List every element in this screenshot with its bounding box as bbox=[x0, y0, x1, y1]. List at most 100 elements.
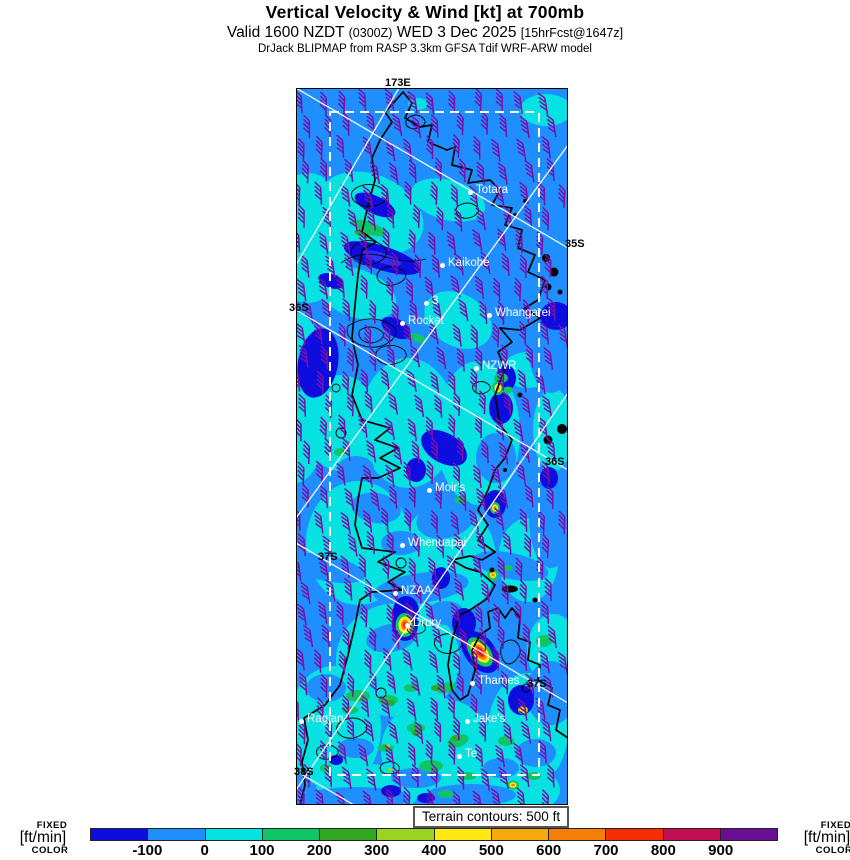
wind-barb bbox=[380, 183, 390, 207]
terrain-note: Terrain contours: 500 ft bbox=[413, 806, 570, 828]
city-label: Totara bbox=[476, 184, 508, 196]
wind-barb bbox=[362, 185, 374, 209]
wind-barb bbox=[316, 696, 324, 721]
wind-barb bbox=[541, 460, 550, 485]
wind-barb bbox=[547, 297, 556, 321]
wind-barb bbox=[540, 600, 550, 624]
wind-barb bbox=[540, 321, 550, 345]
wind-barb bbox=[391, 766, 402, 790]
colorbar-tick-label: 900 bbox=[708, 842, 734, 859]
wind-barb bbox=[340, 231, 351, 255]
wind-barb bbox=[450, 183, 459, 208]
wind-barb bbox=[296, 89, 303, 114]
wind-barb bbox=[434, 484, 443, 509]
wind-barb bbox=[458, 298, 469, 322]
wind-barb bbox=[557, 324, 568, 347]
wind-barb bbox=[541, 206, 550, 231]
wind-barb bbox=[358, 553, 366, 578]
wind-barb bbox=[298, 393, 307, 417]
wind-barb bbox=[379, 695, 391, 719]
wind-barb bbox=[497, 556, 506, 580]
wind-barb bbox=[346, 717, 355, 741]
wind-barb bbox=[539, 650, 550, 674]
wind-barb bbox=[490, 788, 502, 805]
wind-barb bbox=[340, 555, 350, 579]
wind-barb bbox=[469, 693, 478, 718]
wind-barb bbox=[520, 394, 531, 418]
wind-barb bbox=[382, 227, 390, 251]
wind-barb bbox=[298, 720, 306, 745]
city-label: NZWR bbox=[482, 360, 517, 372]
wind-barb bbox=[413, 254, 422, 278]
colorbar-segment bbox=[549, 829, 607, 840]
wind-barb bbox=[498, 766, 509, 790]
forecast-tag: [15hrFcst@1647z] bbox=[520, 26, 624, 40]
colorbar-segment bbox=[663, 829, 721, 840]
wind-barb bbox=[301, 159, 310, 184]
wind-barb bbox=[503, 391, 512, 416]
wind-barb bbox=[475, 488, 486, 511]
colorbar-segment bbox=[320, 829, 378, 840]
wind-barb bbox=[500, 670, 509, 694]
wind-barb bbox=[297, 786, 305, 805]
wind-barb bbox=[365, 111, 376, 135]
wind-barb bbox=[343, 488, 355, 511]
wind-barb bbox=[412, 532, 421, 557]
wind-barb bbox=[384, 417, 395, 440]
wind-barb bbox=[407, 90, 418, 114]
header: Vertical Velocity & Wind [kt] at 700mb V… bbox=[0, 2, 850, 55]
wind-barb bbox=[425, 739, 433, 764]
wind-barb bbox=[337, 414, 346, 438]
units-ftmin-label: [ft/min] bbox=[803, 829, 850, 846]
islands bbox=[489, 199, 567, 603]
wind-barb bbox=[538, 740, 547, 764]
wind-barb bbox=[424, 601, 435, 624]
wind-barb bbox=[363, 718, 374, 742]
wind-barb bbox=[474, 346, 483, 371]
wind-barb bbox=[297, 461, 305, 486]
wind-barb bbox=[386, 345, 396, 369]
wind-barb bbox=[436, 206, 444, 231]
wind-barb bbox=[492, 603, 501, 628]
wind-barb bbox=[387, 721, 399, 744]
colorbar-tick-label: 600 bbox=[536, 842, 562, 859]
wind-barb bbox=[452, 462, 460, 486]
graticule-label: 36S bbox=[289, 302, 309, 314]
graticule-label: 36S bbox=[545, 456, 565, 468]
units-ftmin-label: [ft/min] bbox=[19, 829, 67, 846]
wind-barb bbox=[320, 345, 329, 369]
wind-barb bbox=[513, 277, 522, 302]
wind-barb bbox=[435, 346, 447, 370]
wind-barb bbox=[546, 114, 557, 138]
graticule-label: 35S bbox=[565, 238, 585, 250]
wind-barb bbox=[480, 439, 489, 464]
wind-barb bbox=[319, 416, 327, 441]
wind-barb bbox=[405, 278, 414, 302]
wind-barb bbox=[516, 787, 526, 805]
wind-barb bbox=[413, 394, 425, 418]
wind-barb bbox=[341, 437, 351, 461]
wind-barb bbox=[402, 786, 411, 805]
wind-barb bbox=[314, 181, 323, 205]
wind-barb bbox=[502, 721, 513, 744]
wind-barb bbox=[446, 231, 457, 255]
wind-barb bbox=[523, 205, 533, 229]
weather-map bbox=[296, 88, 568, 805]
wind-barb bbox=[341, 370, 350, 395]
city-dot-icon bbox=[393, 591, 398, 596]
city-dot-icon bbox=[405, 623, 410, 628]
city-label: Drury bbox=[413, 617, 442, 629]
colorbar-segment bbox=[606, 829, 664, 840]
wind-barb bbox=[433, 394, 443, 418]
wind-barb bbox=[431, 254, 441, 278]
wind-barb bbox=[388, 162, 399, 185]
wind-barb bbox=[496, 625, 505, 649]
wind-barb bbox=[490, 464, 502, 487]
wind-barb bbox=[336, 134, 345, 158]
wind-barb bbox=[402, 648, 413, 671]
wind-barb bbox=[430, 510, 438, 534]
wind-barb bbox=[514, 557, 523, 582]
wind-barb bbox=[456, 766, 465, 790]
wind-barb bbox=[520, 721, 532, 744]
